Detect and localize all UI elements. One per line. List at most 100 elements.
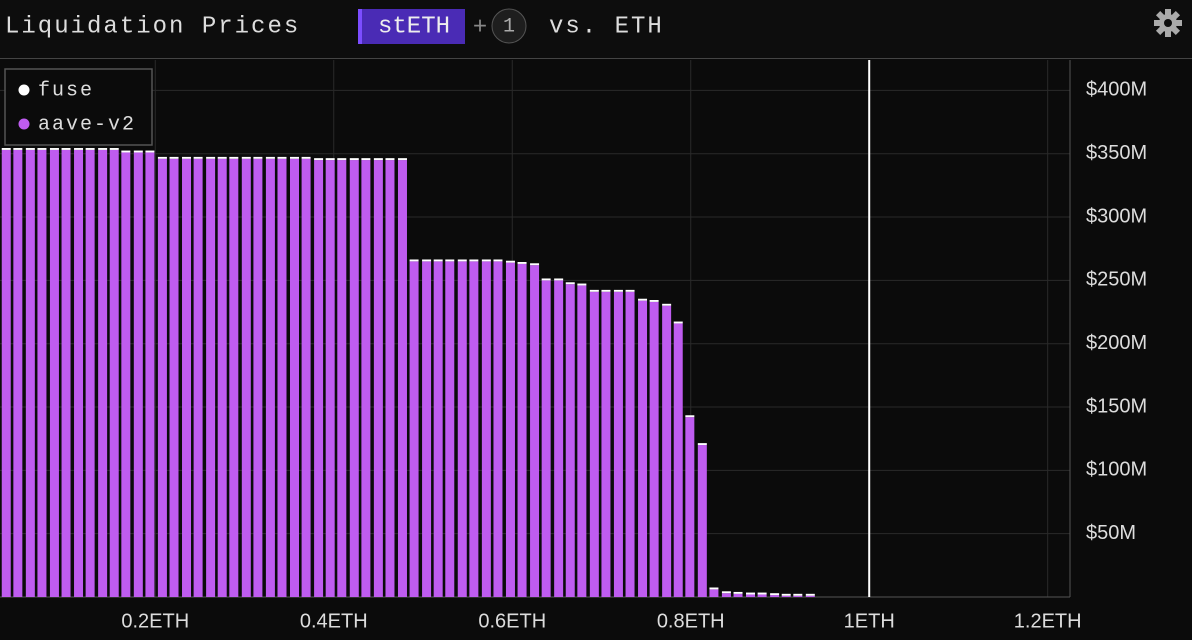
- bar: [469, 261, 479, 597]
- bar: [385, 158, 395, 161]
- bar: [422, 261, 432, 597]
- y-tick-label: $250M: [1086, 269, 1147, 291]
- asset-label[interactable]: stETH: [378, 13, 450, 40]
- bar: [361, 160, 371, 597]
- bar: [385, 160, 395, 597]
- bar: [349, 158, 359, 161]
- bar: [193, 158, 203, 598]
- bar: [74, 148, 84, 150]
- page-title: Liquidation Prices: [5, 13, 300, 40]
- bar: [133, 150, 143, 153]
- bar: [530, 265, 540, 597]
- bar: [746, 592, 756, 595]
- bar: [409, 261, 419, 597]
- bar: [265, 158, 275, 598]
- bar: [397, 158, 407, 161]
- add-button[interactable]: +: [473, 12, 487, 39]
- bar: [85, 148, 95, 150]
- settings-icon[interactable]: [1154, 9, 1182, 37]
- bar: [638, 300, 648, 597]
- bar: [757, 592, 767, 595]
- bar: [85, 149, 95, 597]
- bar: [169, 156, 179, 159]
- bar: [61, 148, 71, 150]
- bar: [229, 156, 239, 159]
- legend-label: fuse: [38, 79, 94, 102]
- bar: [541, 278, 551, 281]
- bar: [13, 149, 23, 597]
- bar: [709, 589, 719, 597]
- legend-marker: [18, 84, 30, 96]
- bar: [589, 291, 599, 597]
- bar: [649, 301, 659, 597]
- legend-box: [4, 68, 153, 146]
- bar: [325, 158, 335, 161]
- bar: [133, 152, 143, 597]
- bar: [206, 156, 216, 159]
- bar: [649, 300, 659, 302]
- bar: [169, 158, 179, 598]
- bar: [253, 156, 263, 159]
- bar: [433, 259, 443, 262]
- y-tick-label: $50M: [1086, 522, 1136, 544]
- legend-label: aave-v2: [38, 113, 136, 136]
- bar: [445, 259, 455, 262]
- bar: [577, 285, 587, 597]
- bar: [1, 148, 11, 150]
- y-tick-label: $300M: [1086, 205, 1147, 227]
- bar: [193, 156, 203, 159]
- bar: [289, 156, 299, 159]
- bar: [481, 259, 491, 262]
- count-badge[interactable]: [491, 8, 527, 44]
- bar: [733, 591, 743, 594]
- bar: [554, 278, 564, 281]
- bar: [673, 323, 683, 597]
- bar: [1, 149, 11, 597]
- bar: [685, 417, 695, 597]
- bar: [361, 158, 371, 161]
- plot-area: $50M $100M $150M $200M $250M $300M $350M $400M 0…: [0, 60, 1147, 632]
- bar: [697, 445, 707, 597]
- bar: [530, 263, 540, 266]
- bar: [625, 291, 635, 597]
- x-tick-label: 1ETH: [844, 610, 895, 632]
- x-tick-label: 0.2ETH: [121, 610, 189, 632]
- bar: [770, 595, 780, 597]
- bar: [373, 158, 383, 161]
- bar: [337, 158, 347, 161]
- bar: [721, 593, 731, 597]
- bar: [781, 595, 791, 597]
- bar: [241, 158, 251, 598]
- bar: [409, 259, 419, 262]
- bar: [74, 149, 84, 597]
- bar: [182, 158, 192, 598]
- bar: [37, 148, 47, 150]
- bar: [457, 259, 467, 262]
- bar: [781, 593, 791, 596]
- bar: [145, 152, 155, 597]
- legend: fuse aave-v2: [4, 68, 153, 146]
- bar: [721, 591, 731, 594]
- bar: [697, 443, 707, 446]
- bar: [613, 291, 623, 597]
- count-label[interactable]: 1: [503, 15, 515, 38]
- bar: [505, 262, 515, 597]
- x-tick-label: 0.4ETH: [300, 610, 368, 632]
- x-tick-label: 0.6ETH: [478, 610, 546, 632]
- y-tick-label: $200M: [1086, 332, 1147, 354]
- bar: [61, 149, 71, 597]
- bar: [505, 260, 515, 263]
- bar: [217, 156, 227, 159]
- versus-label: vs. ETH: [549, 13, 664, 40]
- bar: [121, 150, 131, 153]
- asset-button[interactable]: [358, 9, 465, 44]
- bar: [481, 261, 491, 597]
- bar: [37, 149, 47, 597]
- bar: [206, 158, 216, 598]
- bar: [49, 148, 59, 150]
- bar: [565, 284, 575, 597]
- bar: [805, 593, 815, 596]
- bar: [565, 282, 575, 285]
